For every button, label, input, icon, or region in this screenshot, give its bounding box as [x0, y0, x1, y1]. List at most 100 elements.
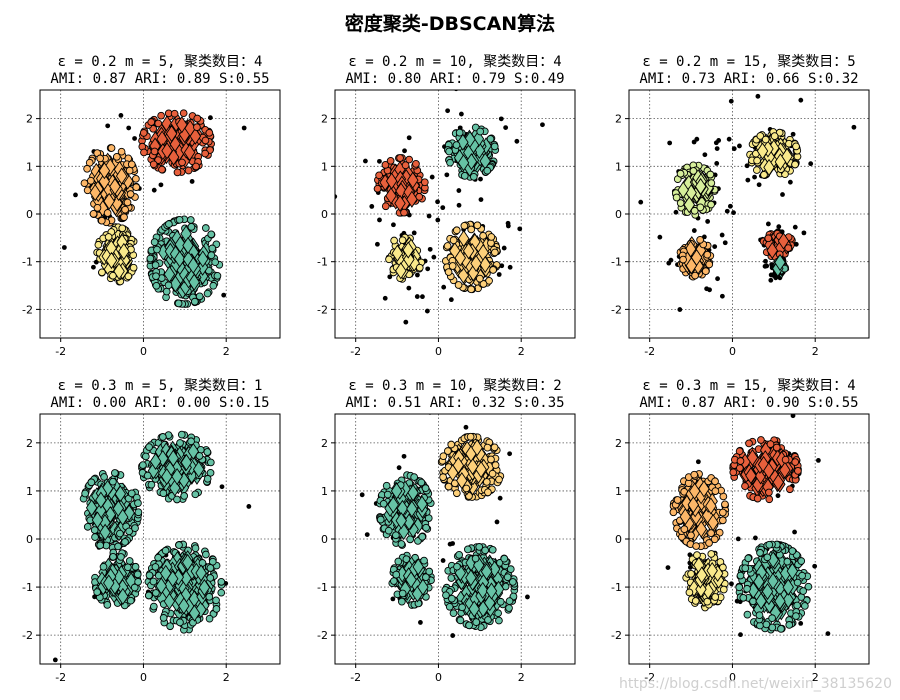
noise-point: [731, 210, 736, 216]
border-point: [147, 480, 156, 489]
y-tick-label: 0: [615, 208, 622, 221]
cluster-1: [138, 109, 215, 177]
core-point: [155, 577, 167, 595]
border-point: [217, 588, 226, 597]
core-point: [688, 482, 701, 500]
border-point: [402, 555, 411, 564]
noise-point: [768, 277, 774, 283]
border-point: [439, 473, 447, 481]
border-point: [146, 254, 155, 263]
border-point: [173, 495, 181, 504]
cluster-2: [373, 154, 429, 217]
border-point: [158, 433, 167, 441]
noise-point: [435, 199, 440, 205]
noise-point: [507, 451, 513, 457]
noise-point: [798, 621, 804, 626]
border-point: [452, 226, 461, 235]
core-point: [183, 143, 196, 162]
noise-point: [731, 146, 737, 152]
border-point: [381, 161, 390, 169]
border-point: [719, 563, 727, 572]
noise-point: [755, 93, 761, 99]
border-point: [125, 166, 134, 175]
border-point: [381, 202, 390, 211]
border-point: [676, 199, 685, 207]
border-point: [98, 268, 106, 277]
core-point: [103, 574, 115, 592]
noise-point: [735, 536, 741, 542]
y-tick-label: 2: [321, 113, 328, 126]
noise-point: [714, 160, 720, 166]
noise-point: [450, 633, 456, 638]
x-tick-label: -2: [350, 671, 361, 684]
y-tick-label: 2: [615, 437, 622, 450]
core-point: [757, 455, 770, 474]
noise-point: [716, 138, 722, 143]
border-point: [93, 203, 102, 212]
border-point: [673, 496, 682, 504]
noise-point: [540, 122, 545, 128]
border-point: [768, 623, 777, 632]
noise-point: [687, 565, 693, 570]
border-point: [453, 562, 461, 571]
border-point: [707, 200, 715, 209]
core-point: [766, 241, 778, 260]
border-point: [506, 565, 515, 573]
core-point: [399, 580, 412, 598]
border-point: [386, 156, 395, 165]
noise-point: [737, 143, 742, 149]
border-point: [373, 184, 382, 193]
border-point: [83, 164, 91, 173]
border-point: [488, 545, 497, 554]
y-tick-label: 0: [615, 533, 622, 546]
border-point: [456, 616, 465, 625]
core-point: [169, 275, 182, 293]
core-point: [405, 571, 417, 589]
y-tick-label: 1: [26, 160, 33, 173]
border-point: [449, 236, 458, 245]
noise-point: [756, 182, 762, 188]
border-point: [703, 597, 712, 606]
border-point: [149, 160, 158, 169]
core-point: [98, 162, 111, 180]
core-point: [180, 453, 193, 472]
noise-point: [189, 179, 195, 184]
border-point: [116, 529, 124, 538]
core-point: [187, 442, 200, 460]
core-point: [169, 245, 182, 263]
cluster-4: [759, 228, 796, 262]
border-point: [121, 538, 129, 546]
y-tick-label: 0: [321, 533, 328, 546]
border-point: [201, 136, 210, 145]
core-point: [698, 480, 710, 498]
border-point: [735, 583, 744, 592]
border-point: [205, 128, 214, 137]
border-point: [400, 208, 408, 217]
border-point: [99, 562, 108, 571]
border-point: [483, 166, 492, 175]
y-tick-label: 1: [615, 485, 622, 498]
y-tick-label: 1: [321, 160, 328, 173]
core-point: [417, 578, 429, 596]
border-point: [783, 557, 792, 566]
border-point: [691, 597, 700, 605]
border-point: [445, 602, 454, 611]
noise-point: [729, 581, 734, 587]
noise-point: [158, 182, 164, 188]
border-point: [687, 570, 695, 578]
noise-point: [496, 272, 502, 277]
noise-point: [728, 98, 734, 104]
core-point: [781, 147, 793, 166]
border-point: [206, 574, 215, 582]
core-point: [706, 561, 718, 580]
core-point: [149, 452, 162, 470]
border-point: [126, 596, 135, 605]
border-point: [761, 135, 770, 144]
border-point: [491, 461, 500, 469]
core-point: [195, 564, 207, 582]
border-point: [672, 193, 681, 202]
core-point: [397, 522, 410, 541]
border-point: [495, 475, 503, 484]
border-point: [786, 485, 794, 494]
core-point: [485, 582, 498, 600]
